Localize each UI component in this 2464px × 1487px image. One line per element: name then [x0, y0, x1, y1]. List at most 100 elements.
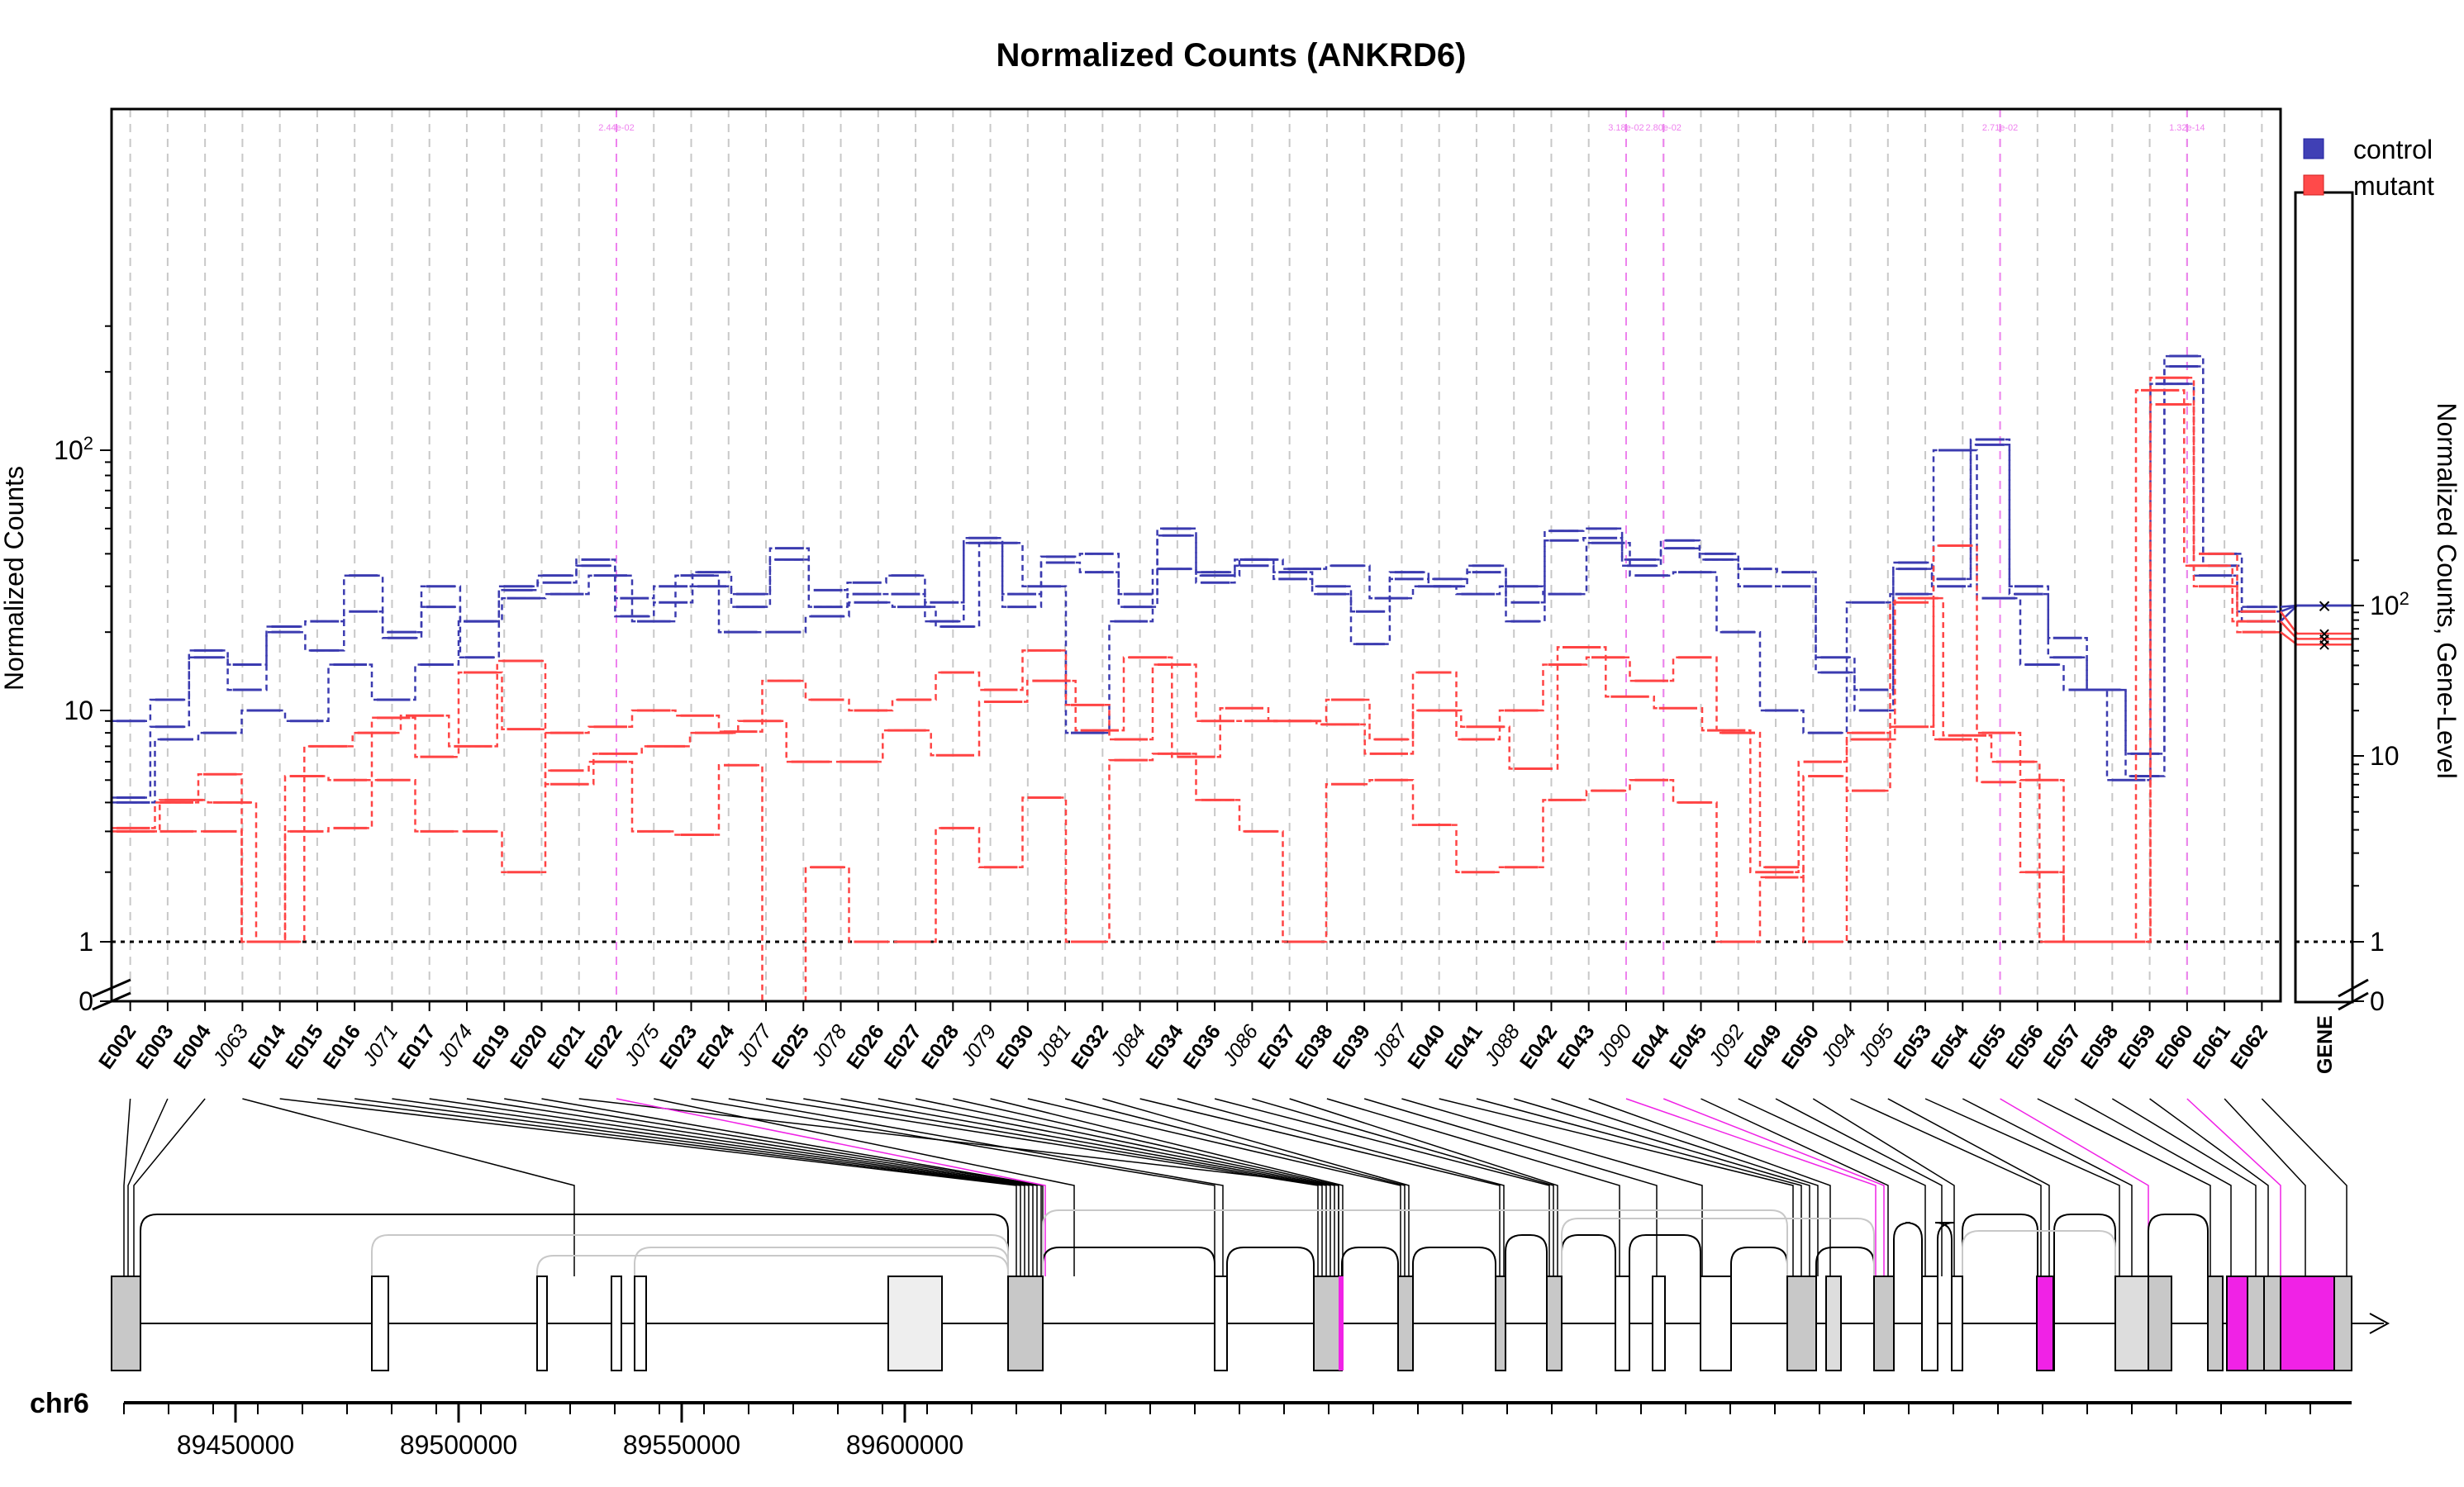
feature-label-E053: E053: [1890, 1020, 1936, 1073]
genomic-tick-label: 89600000: [846, 1430, 963, 1460]
connector-J094: [1850, 1098, 2042, 1276]
feature-label-E062: E062: [2226, 1020, 2272, 1073]
junction-arc: [1561, 1218, 1875, 1276]
exon-box: [1825, 1276, 1842, 1371]
feature-label-J086: J086: [1218, 1020, 1263, 1071]
gene-level-line-mutant: [2280, 620, 2352, 640]
feature-label-E041: E041: [1440, 1020, 1486, 1073]
connector-E041: [1476, 1098, 1802, 1276]
connector-E060: [2186, 1098, 2281, 1276]
junction-arc: [1505, 1234, 1548, 1276]
connector-J074: [466, 1098, 1038, 1276]
junction-arc: [1412, 1247, 1496, 1276]
axis-break-icon: [92, 978, 131, 1011]
feature-label-E060: E060: [2151, 1020, 2197, 1073]
gene-level-line-mutant: [2280, 631, 2352, 646]
connector-E036: [1214, 1098, 1550, 1276]
feature-label-E030: E030: [992, 1020, 1038, 1073]
feature-label-E054: E054: [1927, 1020, 1973, 1073]
gene-model-track: [111, 1209, 2390, 1371]
feature-label-J095: J095: [1853, 1020, 1899, 1071]
exon-box: [634, 1276, 647, 1371]
feature-label-J077: J077: [731, 1019, 777, 1071]
connector-E017: [429, 1098, 1034, 1276]
chromosome-label: chr6: [30, 1388, 89, 1419]
y-tick-label: 102: [54, 433, 93, 465]
y-tick-label: 10: [64, 696, 93, 725]
gene-level-line-control: [2280, 604, 2352, 613]
right-y-axis-label: Normalized Counts, Gene-Level: [2432, 402, 2462, 778]
feature-label-E043: E043: [1553, 1020, 1599, 1073]
connector-J075: [654, 1098, 1075, 1276]
connector-E049: [1775, 1098, 1943, 1276]
exon-box: [887, 1276, 943, 1371]
feature-label-E058: E058: [2076, 1020, 2123, 1073]
genomic-tick-label: 89450000: [177, 1430, 294, 1460]
junction-arc: [1042, 1247, 1215, 1276]
genomic-tick-label: 89550000: [623, 1430, 740, 1460]
connector-E044: [1662, 1098, 1885, 1276]
junction-arc: [1561, 1234, 1616, 1276]
feature-label-J090: J090: [1591, 1020, 1637, 1071]
genomic-tick-label: 89500000: [400, 1430, 517, 1460]
feature-label-E019: E019: [469, 1020, 515, 1073]
exon-box: [1397, 1276, 1414, 1371]
feature-label-J063: J063: [208, 1020, 254, 1071]
feature-label-J081: J081: [1030, 1020, 1076, 1071]
connector-J081: [1064, 1098, 1406, 1276]
exon-box: [1313, 1276, 1343, 1371]
exon-box: [2114, 1276, 2149, 1371]
connector-E045: [1701, 1098, 1889, 1276]
feature-label-E039: E039: [1329, 1020, 1375, 1073]
junction-arc: [1226, 1247, 1315, 1276]
connector-E054: [1962, 1098, 2133, 1276]
exon-box: [1700, 1276, 1732, 1371]
feature-label-E021: E021: [543, 1020, 589, 1073]
y-tick-label: 1: [78, 927, 93, 957]
feature-label-E015: E015: [281, 1020, 327, 1073]
feature-label-E002: E002: [94, 1020, 140, 1073]
connector-J079: [990, 1098, 1344, 1276]
connector-E030: [1027, 1098, 1401, 1276]
exon-box: [2280, 1276, 2335, 1371]
significance-pvalue-label: 3.18e-02: [1608, 123, 1643, 133]
exon-box: [2148, 1276, 2172, 1371]
exon-box: [1786, 1276, 1817, 1371]
junction-arc: [1629, 1234, 1701, 1276]
gene-level-label: GENE: [2314, 1015, 2337, 1074]
gene-level-marker-mutant: ×: [2318, 632, 2330, 657]
connector-E058: [2111, 1098, 2257, 1276]
feature-label-J092: J092: [1704, 1020, 1749, 1071]
feature-label-E014: E014: [244, 1020, 290, 1073]
feature-label-E059: E059: [2114, 1020, 2160, 1073]
junction-arc: [1934, 1222, 1955, 1276]
feature-label-J088: J088: [1480, 1020, 1525, 1071]
feature-label-E026: E026: [842, 1020, 888, 1073]
right-y-tick-label: 1: [2370, 927, 2385, 957]
genomic-axis: chr6 89450000 89500000 89550000 89600000: [30, 1388, 2352, 1460]
connector-J078: [840, 1098, 1327, 1276]
feature-label-E050: E050: [1777, 1020, 1824, 1073]
exon-box-significant: [2036, 1276, 2054, 1371]
series-layer: [112, 354, 2281, 1003]
significance-pvalue-label: 1.32e-14: [2169, 123, 2205, 133]
junction-arc: [1730, 1247, 1788, 1276]
exon-box: [1873, 1276, 1895, 1371]
exon-box-significant: [1339, 1276, 1344, 1371]
connector-E023: [691, 1098, 1215, 1276]
exon-box: [1951, 1276, 1963, 1371]
feature-label-E042: E042: [1515, 1020, 1562, 1073]
feature-label-E022: E022: [580, 1020, 626, 1073]
feature-label-E003: E003: [131, 1020, 178, 1073]
connector-E016: [354, 1098, 1025, 1276]
connector-J087: [1401, 1098, 1703, 1276]
junction-arcs: [140, 1209, 2209, 1276]
feature-label-E004: E004: [169, 1020, 216, 1073]
y-tick-label: 0: [78, 986, 93, 1016]
exon-box: [371, 1276, 389, 1371]
legend-label-control: control: [2353, 135, 2433, 164]
connector-E042: [1551, 1098, 1819, 1276]
exon-box: [1214, 1276, 1228, 1371]
feature-label-J078: J078: [806, 1020, 852, 1071]
